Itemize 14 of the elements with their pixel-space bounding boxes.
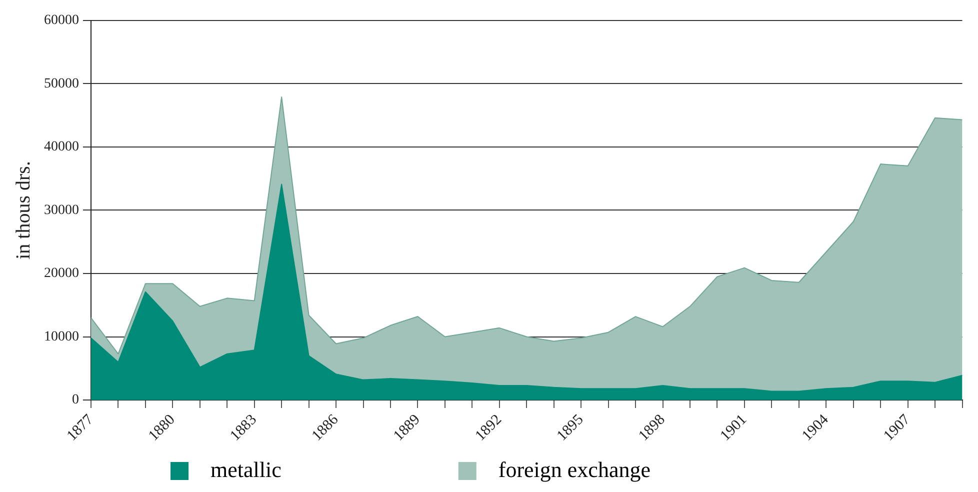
- x-tick-label: 1892: [472, 412, 506, 444]
- legend-label: foreign exchange: [487, 456, 816, 482]
- x-tick-label: 1901: [718, 412, 750, 444]
- y-tick-label: 20000: [44, 266, 79, 282]
- x-tick-label: 1889: [390, 412, 424, 444]
- y-tick-label: 50000: [44, 76, 79, 92]
- y-tick-label: 0: [72, 392, 79, 408]
- y-tick-label: 40000: [44, 140, 79, 155]
- y-tick-label: 10000: [44, 329, 79, 344]
- y-tick-label: 30000: [44, 202, 79, 218]
- y-tick-label: 60000: [44, 13, 79, 28]
- y-axis-title: in thous drs.: [12, 161, 34, 260]
- legend-label: metallic: [200, 456, 446, 482]
- x-tick-label: 1880: [146, 412, 178, 444]
